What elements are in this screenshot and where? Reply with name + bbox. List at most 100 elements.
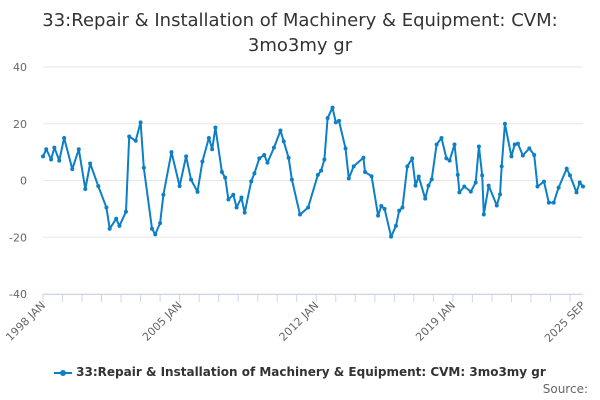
data-point [213,125,218,130]
data-point [315,172,320,177]
legend-swatch [54,369,73,377]
data-point [452,142,457,147]
data-point [468,189,473,194]
legend[interactable]: 33:Repair & Installation of Machinery & … [0,365,600,379]
y-axis-ticks: 40 20 0 -20 -40 [9,61,27,301]
data-point [70,167,75,172]
data-point [319,168,324,173]
data-point [426,183,431,188]
data-point [541,179,546,184]
data-point [499,164,504,169]
data-point [527,146,532,151]
data-point [455,172,460,177]
data-point [462,184,467,189]
data-point [52,145,57,150]
data-point [41,154,45,159]
data-point [107,226,112,231]
data-point [369,174,374,179]
data-point [393,223,398,228]
data-point [114,216,119,221]
data-point [330,105,335,110]
data-point [223,175,228,180]
data-point [234,205,239,210]
data-point [486,183,491,188]
data-point [546,200,551,205]
data-point [83,187,88,192]
data-point [429,177,434,182]
data-point [257,156,262,161]
x-tick-label: 2019 JAN [413,299,458,344]
data-point [476,144,481,149]
data-point [161,192,166,197]
data-point [44,147,49,152]
data-point [416,174,421,179]
x-axis: 1998 JAN 2005 JAN 2012 JAN 2019 JAN 2025 SEP [3,294,588,345]
data-point [444,156,449,161]
data-point [515,141,520,146]
data-point [379,204,384,209]
data-point [271,145,276,150]
series-markers [41,105,585,239]
data-point [127,134,132,139]
data-point [447,158,452,163]
data-point [457,190,462,195]
data-point [400,205,405,210]
data-point [434,142,439,147]
data-point [249,179,254,184]
data-point [439,135,444,140]
series-line [42,106,584,238]
data-point [252,171,257,176]
data-point [133,138,138,143]
data-point [281,139,286,144]
x-tick-label: 2012 JAN [277,299,322,344]
y-tick-label: 40 [13,61,27,74]
data-point [206,135,211,140]
data-point [278,128,283,133]
data-point [226,197,231,202]
x-tick-label: 1998 JAN [3,299,48,344]
data-point [389,234,394,239]
data-point [361,155,366,160]
data-point [502,121,507,126]
data-point [564,166,569,171]
data-point [62,135,67,140]
data-point [265,160,270,165]
data-point [177,184,182,189]
source-label: Source: [542,382,588,396]
data-point [423,196,428,201]
data-point [480,173,485,178]
y-tick-label: 0 [20,175,27,188]
data-point [481,212,486,217]
data-point [498,192,503,197]
data-point [96,184,101,189]
data-point [509,154,514,159]
y-tick-label: 20 [13,118,27,131]
data-point [123,209,128,214]
data-point [200,159,205,164]
data-point [512,142,517,147]
data-point [153,232,158,237]
data-point [49,157,54,162]
data-point [337,118,342,123]
data-point [520,153,525,158]
data-point [494,203,499,208]
data-point [376,213,381,218]
data-point [551,200,556,205]
data-point [117,223,122,228]
data-point [473,180,478,185]
data-point [306,205,311,210]
data-point [532,152,537,157]
data-point [149,226,154,231]
data-point [410,156,415,161]
x-tick-label: 2005 JAN [140,299,185,344]
chart-title: 33:Repair & Installation of Machinery & … [42,10,558,56]
data-point [567,173,572,178]
data-point [189,177,194,182]
gridlines [43,66,583,295]
data-point [184,154,189,159]
data-point [343,146,348,151]
data-point [322,157,327,162]
data-point [333,120,338,125]
data-point [382,206,387,211]
